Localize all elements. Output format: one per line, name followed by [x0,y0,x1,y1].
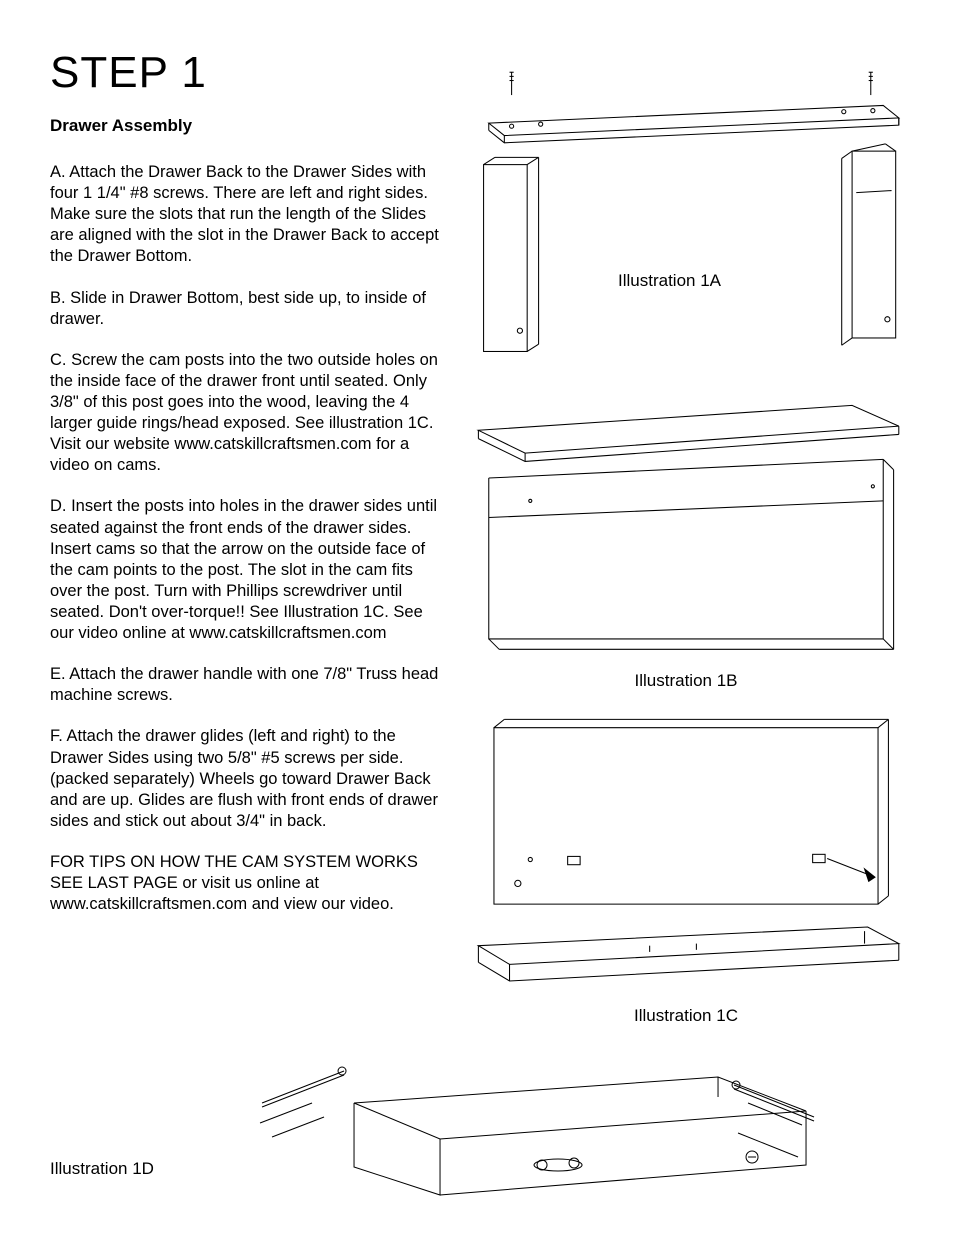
illustration-1b [468,395,904,665]
illustration-1c [468,709,904,1000]
illustration-1a-label: Illustration 1A [618,271,721,291]
paragraph-b: B. Slide in Drawer Bottom, best side up,… [50,288,440,330]
illustration-1d [172,1057,904,1197]
paragraph-a: A. Attach the Drawer Back to the Drawer … [50,162,440,268]
illustration-1a [468,66,904,377]
paragraph-f: F. Attach the drawer glides (left and ri… [50,726,440,832]
paragraph-tip: FOR TIPS ON HOW THE CAM SYSTEM WORKS SEE… [50,852,440,915]
illustration-1d-label: Illustration 1D [50,1159,154,1179]
paragraph-d: D. Insert the posts into holes in the dr… [50,496,440,644]
illustration-1b-label: Illustration 1B [468,671,904,691]
paragraph-c: C. Screw the cam posts into the two outs… [50,350,440,477]
illustration-1c-label: Illustration 1C [468,1006,904,1026]
illustration-1b-block: Illustration 1B [468,395,904,691]
subtitle: Drawer Assembly [50,116,440,136]
text-column: Drawer Assembly A. Attach the Drawer Bac… [50,116,440,1044]
illustration-1a-block: Illustration 1A [468,66,904,377]
illustration-column: Illustration 1A [468,116,904,1044]
paragraph-e: E. Attach the drawer handle with one 7/8… [50,664,440,706]
illustration-1c-block: Illustration 1C [468,709,904,1026]
illustration-1d-block: Illustration 1D [50,1057,904,1197]
